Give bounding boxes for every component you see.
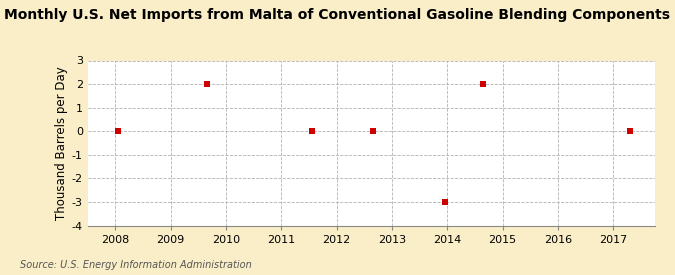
Point [306,129,317,133]
Text: Monthly U.S. Net Imports from Malta of Conventional Gasoline Blending Components: Monthly U.S. Net Imports from Malta of C… [5,8,670,22]
Point [113,129,124,133]
Point [478,82,489,86]
Point [624,129,635,133]
Point [439,200,450,204]
Point [201,82,212,86]
Y-axis label: Thousand Barrels per Day: Thousand Barrels per Day [55,66,68,220]
Point [367,129,378,133]
Text: Source: U.S. Energy Information Administration: Source: U.S. Energy Information Administ… [20,260,252,270]
